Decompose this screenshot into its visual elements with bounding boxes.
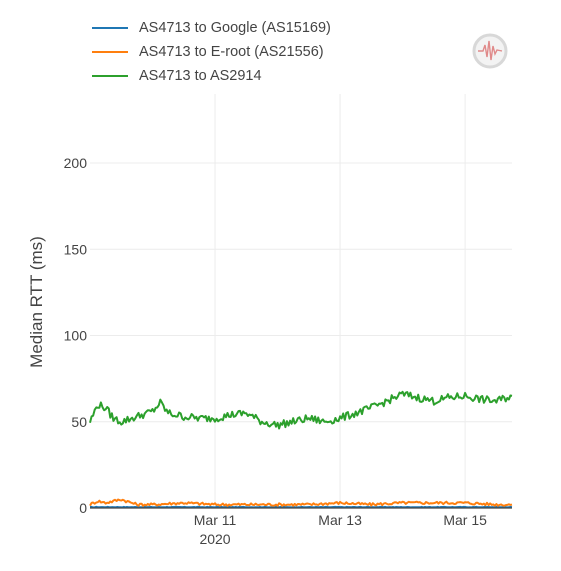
legend-label-e-root: AS4713 to E-root (AS21556) — [139, 44, 324, 60]
x-tick-label: Mar 13 — [318, 512, 362, 528]
y-tick-label: 50 — [71, 414, 87, 430]
y-tick-label: 0 — [79, 500, 87, 516]
legend-label-google: AS4713 to Google (AS15169) — [139, 20, 331, 36]
y-tick-label: 100 — [64, 328, 88, 344]
legend-swatch-google — [92, 27, 128, 29]
seismograph-logo-icon[interactable] — [472, 33, 508, 69]
y-tick-label: 150 — [64, 241, 88, 257]
legend-item-as2914[interactable]: AS4713 to AS2914 — [92, 64, 331, 88]
axes: 0 50 100 150 200 Mar 11 2020 Mar 13 Mar 15 — [64, 155, 512, 547]
series-line-2[interactable] — [89, 390, 513, 430]
x-tick-label: Mar 15 — [443, 512, 487, 528]
series-lines — [89, 390, 513, 509]
grid-lines — [90, 94, 512, 508]
series-line-1[interactable] — [89, 498, 513, 507]
series-line-0[interactable] — [90, 505, 513, 509]
x-tick-label: Mar 11 — [194, 512, 237, 528]
y-tick-label: 200 — [64, 155, 88, 171]
legend-item-e-root[interactable]: AS4713 to E-root (AS21556) — [92, 40, 331, 64]
legend-swatch-as2914 — [92, 75, 128, 77]
y-axis-title: Median RTT (ms) — [27, 236, 46, 368]
legend-label-as2914: AS4713 to AS2914 — [139, 68, 262, 84]
legend: AS4713 to Google (AS15169) AS4713 to E-r… — [92, 16, 331, 88]
x-tick-sublabel: 2020 — [199, 531, 230, 547]
legend-swatch-e-root — [92, 51, 128, 53]
legend-item-google[interactable]: AS4713 to Google (AS15169) — [92, 16, 331, 40]
